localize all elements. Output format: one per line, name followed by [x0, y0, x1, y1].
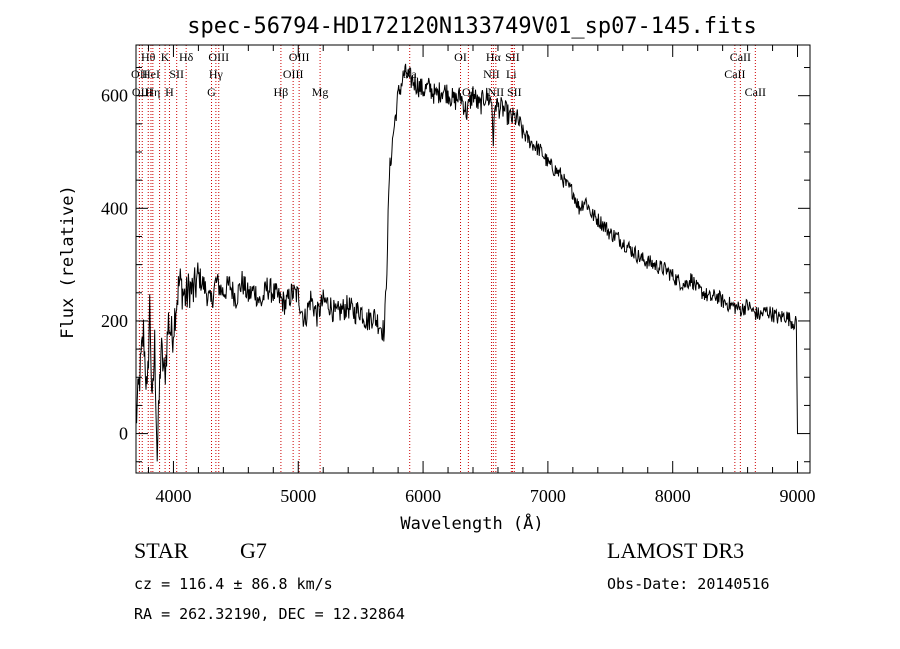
y-tick-label-1: 200 — [101, 311, 128, 331]
line-marker-label-21: Hα — [486, 50, 502, 64]
line-marker-label-28: CaII — [745, 85, 766, 99]
x-axis-title: Wavelength (Å) — [400, 512, 543, 534]
line-marker-label-11: Hγ — [209, 67, 224, 81]
subclass: G7 — [240, 538, 267, 563]
spectrum-series — [135, 63, 799, 462]
spectral-line-markers: OIIOIIIHθHeIHηKHSIIHδGHγOIIIHβOIIIOIIIMg… — [131, 45, 766, 473]
line-marker-label-2: Hθ — [141, 50, 156, 64]
line-marker-label-25: SII — [507, 85, 522, 99]
line-marker-label-8: SII — [169, 67, 184, 81]
plot-frame — [135, 44, 811, 474]
line-marker-label-26: CaII — [724, 67, 745, 81]
axis-ticks: 4000 5000 6000 7000 8000 9000 0 200 400 600 — [101, 45, 816, 506]
object-class: STAR — [134, 538, 189, 563]
y-tick-label-0: 0 — [119, 424, 128, 444]
spectrum-line — [135, 63, 799, 462]
observation-date: Obs-Date: 20140516 — [607, 575, 770, 593]
line-marker-label-12: OIII — [208, 50, 229, 64]
line-marker-label-13: Hβ — [274, 85, 289, 99]
coordinates: RA = 262.32190, DEC = 12.32864 — [134, 605, 405, 623]
line-marker-label-23: Li — [506, 67, 517, 81]
y-axis-title: Flux (relative) — [58, 185, 78, 339]
survey-name: LAMOST DR3 — [607, 538, 744, 563]
x-tick-label-5: 9000 — [780, 486, 816, 506]
x-tick-label-0: 4000 — [155, 486, 191, 506]
line-marker-label-16: Mg — [312, 85, 329, 99]
line-marker-label-0: OII — [131, 67, 148, 81]
line-marker-label-24: SII — [505, 50, 520, 64]
x-tick-label-2: 6000 — [405, 486, 441, 506]
line-marker-label-10: G — [207, 85, 216, 99]
line-marker-label-6: K — [161, 50, 170, 64]
x-tick-label-3: 7000 — [530, 486, 566, 506]
line-marker-label-20: NII — [483, 67, 500, 81]
line-marker-label-7: H — [165, 85, 174, 99]
line-marker-label-15: OIII — [289, 50, 310, 64]
line-marker-label-14: OIII — [283, 67, 304, 81]
line-marker-label-22: NII — [488, 85, 505, 99]
info-block: STAR G7 LAMOST DR3 cz = 116.4 ± 86.8 km/… — [134, 538, 770, 623]
line-marker-label-4: Hη — [145, 85, 160, 99]
x-tick-label-4: 8000 — [655, 486, 691, 506]
y-tick-label-2: 400 — [101, 198, 128, 218]
x-tick-label-1: 5000 — [280, 486, 316, 506]
line-marker-label-9: Hδ — [179, 50, 194, 64]
line-marker-label-3: HeI — [142, 67, 160, 81]
redshift-info: cz = 116.4 ± 86.8 km/s — [134, 575, 333, 593]
chart-title: spec-56794-HD172120N133749V01_sp07-145.f… — [187, 14, 757, 39]
line-marker-label-27: CaII — [730, 50, 751, 64]
line-marker-label-18: OI — [454, 50, 467, 64]
y-tick-label-3: 600 — [101, 86, 128, 106]
